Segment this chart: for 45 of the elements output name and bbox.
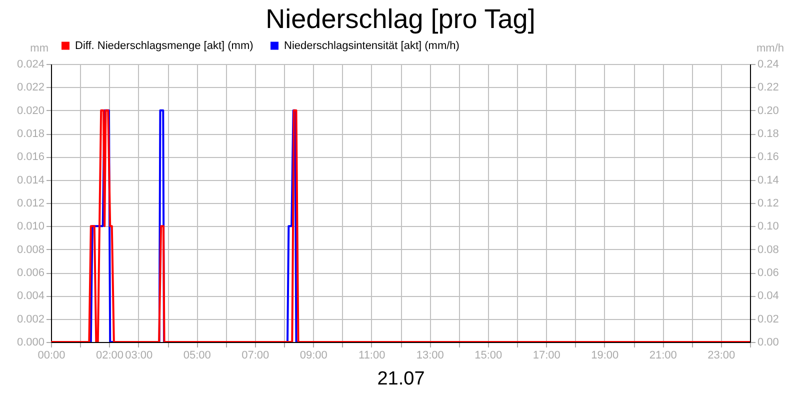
y2-tick-label: 0.08 [758, 244, 779, 256]
x-tick-label: 23:00 [708, 350, 736, 362]
y-tick-label: 0.012 [16, 198, 44, 210]
y-axis-title: mm [30, 42, 48, 54]
legend-label: Diff. Niederschlagsmenge [akt] (mm) [75, 40, 254, 52]
x-tick-label: 15:00 [474, 350, 502, 362]
y-tick-label: 0.004 [16, 290, 44, 302]
y-tick-label: 0.020 [16, 104, 44, 117]
x-tick-label: 05:00 [183, 350, 211, 362]
x-tick-label: 02:00 [96, 350, 124, 362]
x-tick-label: 19:00 [591, 350, 619, 362]
chart-title: Niederschlag [pro Tag] [266, 4, 536, 34]
x-tick-label: 17:00 [532, 350, 560, 362]
x-tick-label: 00:00 [38, 350, 66, 362]
y-tick-label: 0.010 [16, 220, 44, 233]
y-tick-label: 0.008 [16, 244, 44, 256]
y2-tick-label: 0.06 [758, 267, 779, 279]
y2-tick-label: 0.14 [758, 174, 779, 186]
y-tick-label: 0.014 [16, 174, 44, 186]
x-tick-label: 13:00 [416, 350, 444, 362]
x-axis-title: 21.07 [377, 368, 425, 390]
y2-tick-label: 0.12 [758, 198, 779, 210]
y2-tick-label: 0.02 [758, 313, 779, 326]
y2-tick-label: 0.20 [758, 104, 779, 117]
y2-tick-label: 0.24 [758, 58, 779, 70]
y-tick-label: 0.022 [16, 82, 44, 94]
y-tick-label: 0.006 [16, 267, 44, 279]
y2-tick-label: 0.00 [758, 336, 779, 348]
y2-tick-label: 0.10 [758, 220, 779, 233]
y-tick-label: 0.018 [16, 128, 44, 140]
y2-tick-label: 0.04 [758, 290, 779, 302]
x-tick-label: 09:00 [300, 350, 328, 362]
y2-axis-title: mm/h [756, 42, 784, 54]
legend-label: Niederschlagsintensität [akt] (mm/h) [284, 40, 460, 52]
x-tick-label: 11:00 [358, 350, 386, 362]
x-tick-label: 07:00 [242, 350, 270, 362]
y2-tick-label: 0.16 [758, 151, 779, 164]
y-tick-label: 0.000 [16, 336, 44, 348]
y-tick-label: 0.024 [16, 58, 44, 70]
y2-tick-label: 0.22 [758, 82, 779, 94]
x-tick-label: 21:00 [649, 350, 677, 362]
x-tick-label: 03:00 [125, 350, 153, 362]
y-tick-label: 0.016 [16, 151, 44, 164]
y-tick-label: 0.002 [16, 313, 44, 326]
y2-tick-label: 0.18 [758, 128, 779, 140]
